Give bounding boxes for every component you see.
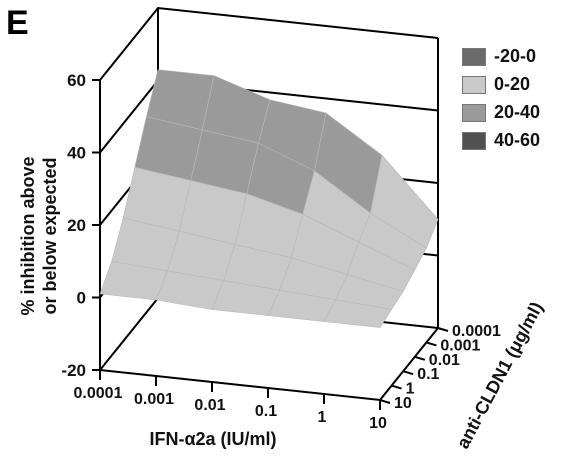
z-tick-mark bbox=[379, 399, 391, 404]
x-tick-label: 0.01 bbox=[194, 397, 225, 414]
legend-label: 20-40 bbox=[494, 102, 541, 122]
y-tick-label: 60 bbox=[67, 71, 86, 90]
y-tick-label: 40 bbox=[67, 144, 86, 163]
panel-letter: E bbox=[6, 4, 29, 42]
legend-swatch bbox=[462, 132, 486, 150]
y-tick-label: 20 bbox=[67, 216, 86, 235]
y-axis-title: % inhibition above or below expected bbox=[18, 156, 60, 315]
gridline bbox=[99, 6, 439, 81]
z-axis-title: anti-CLDN1 (μg/ml) bbox=[453, 299, 547, 452]
x-tick-label: 0.0001 bbox=[74, 385, 123, 402]
x-tick-label: 0.001 bbox=[134, 391, 174, 408]
legend-item: -20-0 bbox=[462, 44, 562, 72]
legend-item: 40-60 bbox=[462, 128, 562, 156]
z-tick-label: 0.0001 bbox=[452, 323, 501, 340]
x-tick-label: 1 bbox=[318, 409, 327, 426]
z-tick-mark bbox=[402, 370, 414, 376]
z-tick-mark bbox=[437, 327, 449, 332]
surface-cell bbox=[323, 299, 393, 328]
legend-label: -20-0 bbox=[494, 46, 537, 66]
surface-plot bbox=[99, 69, 439, 328]
legend-swatch bbox=[462, 76, 486, 94]
y-axis-title-line: or below expected bbox=[40, 157, 60, 314]
z-tick-label: 0.1 bbox=[417, 366, 439, 383]
z-tick-mark bbox=[414, 355, 426, 361]
z-tick-label: 1 bbox=[406, 381, 415, 398]
z-tick-mark bbox=[426, 341, 437, 347]
z-tick-label: 0.01 bbox=[429, 352, 460, 369]
legend: -20-0 0-20 20-40 40-60 bbox=[462, 44, 562, 156]
y-axis-title-line: % inhibition above bbox=[18, 156, 38, 315]
legend-label: 40-60 bbox=[494, 130, 541, 150]
y-tick-label: -20 bbox=[61, 361, 86, 380]
x-tick-label: 10 bbox=[369, 415, 387, 432]
x-axis-title: IFN-α2a (IU/ml) bbox=[149, 429, 276, 449]
z-tick-label: 0.001 bbox=[440, 337, 480, 354]
legend-item: 20-40 bbox=[462, 100, 562, 128]
legend-label: 0-20 bbox=[494, 74, 531, 94]
legend-swatch bbox=[462, 104, 486, 122]
legend-swatch bbox=[462, 48, 486, 66]
x-tick-label: 0.1 bbox=[255, 403, 277, 420]
z-tick-label: 10 bbox=[394, 395, 412, 412]
legend-item: 0-20 bbox=[462, 72, 562, 100]
z-tick-mark bbox=[391, 384, 402, 390]
y-tick-label: 0 bbox=[77, 289, 86, 308]
